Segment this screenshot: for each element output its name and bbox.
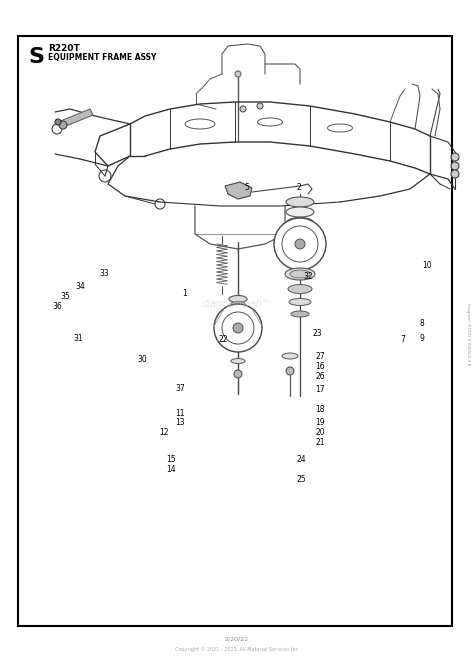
Text: R220T: R220T bbox=[48, 44, 80, 53]
Text: 27: 27 bbox=[315, 352, 325, 361]
Text: 17: 17 bbox=[315, 385, 325, 394]
Text: 26: 26 bbox=[315, 372, 325, 381]
Text: 23: 23 bbox=[313, 329, 322, 338]
Circle shape bbox=[257, 103, 263, 109]
Polygon shape bbox=[58, 109, 93, 128]
Text: 16: 16 bbox=[315, 362, 325, 371]
Text: 20: 20 bbox=[315, 428, 325, 438]
Text: 8: 8 bbox=[419, 319, 424, 328]
Ellipse shape bbox=[285, 268, 315, 280]
Text: 24: 24 bbox=[296, 455, 306, 464]
Text: 5: 5 bbox=[244, 183, 249, 192]
Ellipse shape bbox=[282, 353, 298, 359]
Circle shape bbox=[214, 304, 262, 352]
Circle shape bbox=[451, 162, 459, 170]
Bar bbox=[18, 36, 452, 626]
Ellipse shape bbox=[291, 311, 309, 317]
Polygon shape bbox=[225, 182, 252, 199]
Ellipse shape bbox=[231, 301, 245, 307]
Ellipse shape bbox=[287, 218, 313, 226]
Text: 11: 11 bbox=[175, 408, 185, 418]
Text: EQUIPMENT FRAME ASSY: EQUIPMENT FRAME ASSY bbox=[48, 53, 156, 62]
Circle shape bbox=[451, 153, 459, 161]
Text: 31: 31 bbox=[73, 334, 83, 343]
Text: 13: 13 bbox=[175, 418, 185, 428]
Ellipse shape bbox=[290, 270, 310, 278]
Circle shape bbox=[274, 218, 326, 270]
Text: 14: 14 bbox=[166, 465, 175, 474]
Circle shape bbox=[233, 323, 243, 333]
Text: 32: 32 bbox=[303, 272, 313, 282]
Circle shape bbox=[235, 71, 241, 77]
Text: 33: 33 bbox=[100, 269, 109, 278]
Ellipse shape bbox=[288, 284, 312, 293]
Circle shape bbox=[240, 106, 246, 112]
Text: Diagram: R220T S 046502-S B: Diagram: R220T S 046502-S B bbox=[466, 303, 470, 365]
Text: 30: 30 bbox=[137, 355, 147, 365]
Text: 19: 19 bbox=[315, 418, 325, 428]
Ellipse shape bbox=[231, 359, 245, 363]
Circle shape bbox=[234, 370, 242, 378]
Ellipse shape bbox=[286, 197, 314, 207]
Text: 10: 10 bbox=[422, 261, 431, 270]
Text: 2/20/22: 2/20/22 bbox=[225, 637, 249, 641]
Text: 9: 9 bbox=[419, 334, 424, 343]
Text: 7: 7 bbox=[401, 335, 405, 345]
Text: 12: 12 bbox=[159, 428, 168, 438]
Ellipse shape bbox=[289, 299, 311, 305]
Circle shape bbox=[59, 121, 67, 129]
Text: 37: 37 bbox=[175, 384, 185, 393]
Circle shape bbox=[286, 367, 294, 375]
Text: 34: 34 bbox=[76, 282, 86, 291]
Text: 36: 36 bbox=[52, 302, 62, 311]
Text: 2: 2 bbox=[296, 183, 301, 192]
Circle shape bbox=[295, 239, 305, 249]
Ellipse shape bbox=[286, 207, 314, 217]
Text: Copyright © 2021 - 2022. All Material Services Inc.: Copyright © 2021 - 2022. All Material Se… bbox=[174, 646, 300, 652]
Text: 15: 15 bbox=[166, 455, 175, 464]
Text: 35: 35 bbox=[61, 292, 71, 301]
Text: 18: 18 bbox=[315, 405, 325, 414]
Text: 21: 21 bbox=[315, 438, 325, 448]
Text: 22: 22 bbox=[218, 335, 228, 345]
Text: 1: 1 bbox=[182, 289, 187, 298]
Text: 25: 25 bbox=[296, 475, 306, 484]
Text: S: S bbox=[28, 47, 44, 67]
Text: diagramweb™: diagramweb™ bbox=[201, 299, 273, 309]
Circle shape bbox=[55, 119, 61, 125]
Ellipse shape bbox=[229, 295, 247, 303]
Circle shape bbox=[451, 170, 459, 178]
